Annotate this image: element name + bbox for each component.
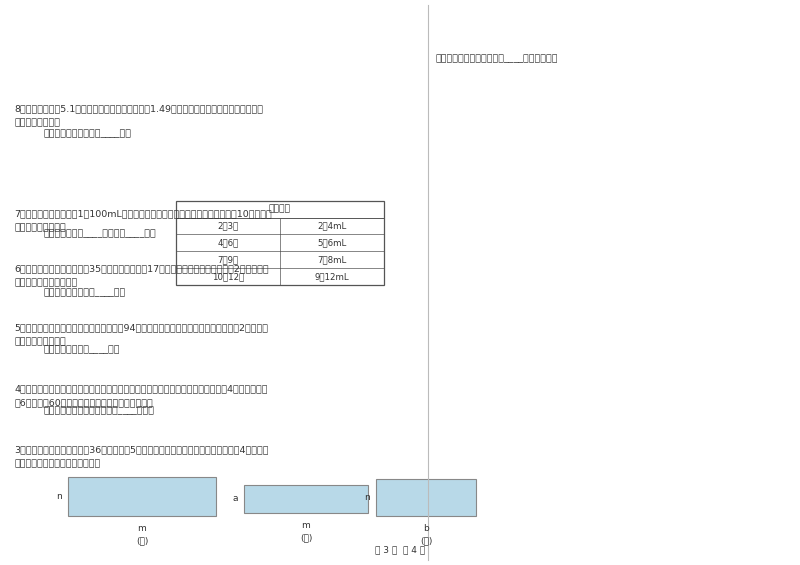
- Text: 跑6米，经过60秒两人相遇，距道的周长是多少米？: 跑6米，经过60秒两人相遇，距道的周长是多少米？: [14, 398, 153, 407]
- Text: 答：原来有男工____人，女工____人。: 答：原来有男工____人，女工____人。: [44, 229, 157, 238]
- Text: a: a: [233, 494, 238, 503]
- Text: 车下山时平均每小时行多少千米？: 车下山时平均每小时行多少千米？: [14, 459, 101, 468]
- Text: m: m: [138, 524, 146, 533]
- Text: n: n: [56, 492, 62, 501]
- Text: 7、小明感冀和和，买了1瓶100mL的止和糖浆，下面是每次用量说明，小明今年10岁，这瓶: 7、小明感冀和和，买了1瓶100mL的止和糖浆，下面是每次用量说明，小明今年10…: [14, 209, 272, 218]
- Text: (一): (一): [136, 536, 148, 545]
- Text: 7～8mL: 7～8mL: [318, 255, 346, 264]
- Text: 10～12岁: 10～12岁: [212, 272, 244, 281]
- Text: 7～9岁: 7～9岁: [218, 255, 238, 264]
- Text: 答：王兵的英语考了____分。: 答：王兵的英语考了____分。: [44, 288, 126, 297]
- Text: 5、王兵参加考试，前四门功课的平均分是94分，英语成绩公布后，他的平均分下降了2分。王兵: 5、王兵参加考试，前四门功课的平均分是94分，英语成绩公布后，他的平均分下降了2…: [14, 323, 268, 332]
- Text: 2～3岁: 2～3岁: [218, 221, 238, 231]
- Text: n: n: [364, 493, 370, 502]
- Bar: [376, 479, 476, 516]
- Text: 9～12mL: 9～12mL: [314, 272, 350, 281]
- Text: 的英语考了多少分？: 的英语考了多少分？: [14, 337, 66, 346]
- Text: b: b: [423, 524, 429, 533]
- Text: m: m: [302, 521, 310, 530]
- Text: 4、小明和小军在学校环形距道上跨步，两人从同一点出发，反向行走，小明每秒跑4米，小军每秒: 4、小明和小军在学校环形距道上跨步，两人从同一点出发，反向行走，小明每秒跑4米，…: [14, 384, 268, 393]
- Text: 5～6mL: 5～6mL: [318, 238, 346, 247]
- Text: 答：汽车下山时平均每小时行____千米。: 答：汽车下山时平均每小时行____千米。: [44, 406, 155, 415]
- Text: (三): (三): [420, 536, 432, 545]
- Bar: [68, 477, 216, 516]
- Text: 2～4mL: 2～4mL: [318, 221, 346, 231]
- Text: 6、一个车间，女工比男工少35人，男女工各调出17人后，男工人数是女工人数的2倍。原有男: 6、一个车间，女工比男工少35人，男女工各调出17人后，男工人数是女工人数的2倍…: [14, 264, 269, 273]
- Text: 答：海洋面积比陆地面积多____亿平方千米。: 答：海洋面积比陆地面积多____亿平方千米。: [436, 54, 558, 63]
- Text: 多少亿平方千米？: 多少亿平方千米？: [14, 119, 61, 128]
- Text: 3、汽车上山的速度为每小时36千米，行了5小时到达山顶。下山时按原路返回只用了4小时，汽: 3、汽车上山的速度为每小时36千米，行了5小时到达山顶。下山时按原路返回只用了4…: [14, 445, 269, 454]
- Text: 8、地球表面积是5.1亿平方千米，其中陆地面积是1.49亿平方千米，海洋面积比陆地面积多: 8、地球表面积是5.1亿平方千米，其中陆地面积是1.49亿平方千米，海洋面积比陆…: [14, 105, 263, 114]
- Text: (二): (二): [300, 533, 312, 542]
- Text: 第 3 页  共 4 页: 第 3 页 共 4 页: [375, 545, 425, 554]
- Text: 用量说明: 用量说明: [269, 205, 291, 214]
- Text: 工多少人？女工多少人？: 工多少人？女工多少人？: [14, 278, 78, 287]
- Bar: [244, 485, 368, 513]
- Text: 答：距道的周长是____米。: 答：距道的周长是____米。: [44, 345, 121, 354]
- Bar: [176, 201, 384, 285]
- Text: 药最多够他喝几次？: 药最多够他喝几次？: [14, 223, 66, 232]
- Text: 4～6岁: 4～6岁: [218, 238, 238, 247]
- Text: 答：这瓶药最多够他喝____次。: 答：这瓶药最多够他喝____次。: [44, 129, 132, 138]
